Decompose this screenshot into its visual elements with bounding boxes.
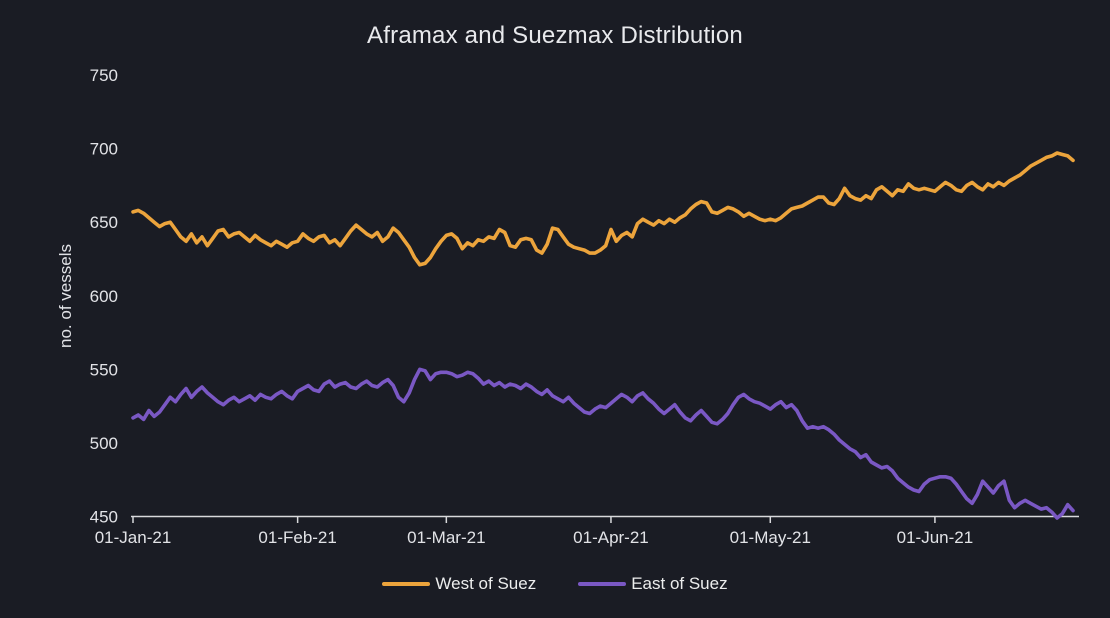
series-line-west-of-suez xyxy=(131,151,1075,267)
y-tick-label: 650 xyxy=(90,213,118,232)
west-of-suez-line-swatch xyxy=(382,582,431,586)
y-tick-label: 500 xyxy=(90,434,118,453)
y-tick-label: 550 xyxy=(90,360,118,379)
y-tick-label: 600 xyxy=(90,287,118,306)
x-tick-label: 01-Jun-21 xyxy=(897,528,974,547)
east-of-suez-line-swatch xyxy=(578,582,627,586)
legend-item-east-of-suez[interactable]: East of Suez xyxy=(578,574,728,594)
chart-legend: West of Suez East of Suez xyxy=(0,574,1110,594)
x-tick-label: 01-May-21 xyxy=(730,528,811,547)
y-tick-label: 450 xyxy=(90,508,118,527)
legend-item-west-of-suez[interactable]: West of Suez xyxy=(382,574,536,594)
chart-title: Aframax and Suezmax Distribution xyxy=(367,22,743,49)
x-tick-label: 01-Feb-21 xyxy=(258,528,336,547)
x-tick-label: 01-Jan-21 xyxy=(95,528,172,547)
line-chart: 450 500 550 600 650 700 750 01-Jan-21 01-Feb-21 0… xyxy=(90,66,1079,547)
y-tick-label: 750 xyxy=(90,66,118,85)
y-tick-label: 700 xyxy=(90,140,118,159)
series-line-east-of-suez xyxy=(131,367,1075,520)
x-tick-label: 01-Apr-21 xyxy=(573,528,649,547)
legend-label-east-of-suez: East of Suez xyxy=(631,574,728,593)
legend-label-west-of-suez: West of Suez xyxy=(435,574,537,593)
x-tick-label: 01-Mar-21 xyxy=(407,528,485,547)
